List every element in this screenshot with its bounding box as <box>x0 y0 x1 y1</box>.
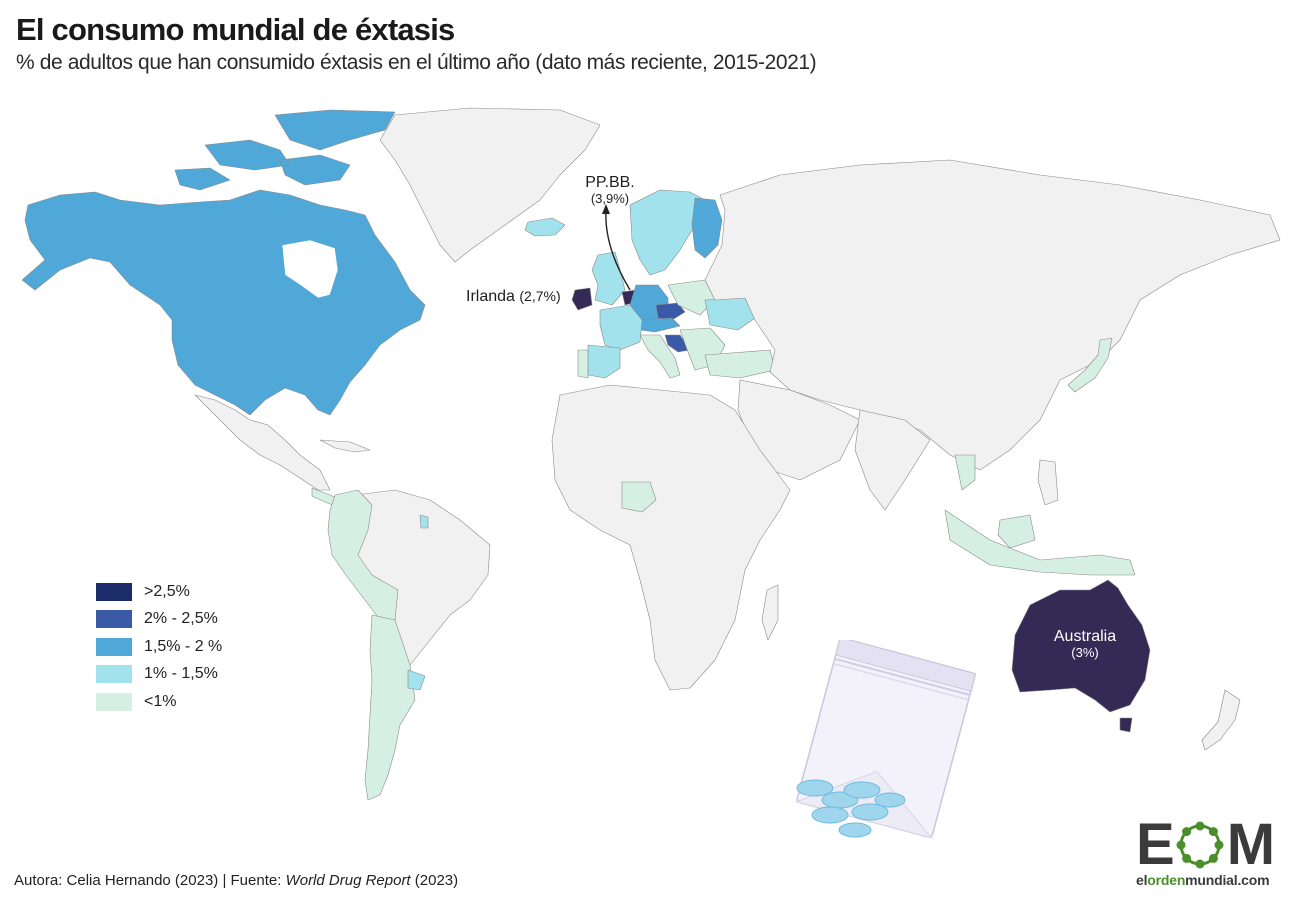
madagascar <box>761 584 779 641</box>
pill-bag-illustration <box>794 640 977 839</box>
thailand <box>954 454 976 491</box>
tasmania <box>1119 717 1133 733</box>
cuba <box>319 439 371 453</box>
austria <box>639 317 681 333</box>
uruguay <box>407 669 426 691</box>
legend-swatch <box>96 582 132 601</box>
canada-islands <box>174 109 396 191</box>
legend-item: >2,5% <box>96 578 222 606</box>
page-title: El consumo mundial de éxtasis <box>16 12 455 47</box>
legend-swatch <box>96 610 132 629</box>
india <box>854 409 931 511</box>
source-name: World Drug Report <box>285 872 411 889</box>
finland <box>691 197 723 259</box>
hudson-bay <box>281 239 339 299</box>
legend-swatch <box>96 692 132 711</box>
legend-swatch <box>96 637 132 656</box>
borneo <box>997 514 1036 549</box>
indonesia <box>944 509 1136 576</box>
north-america <box>21 189 426 416</box>
logo-url: elordenmundial.com <box>1136 872 1270 888</box>
annotation-netherlands: PP.BB. (3,9%) <box>585 174 635 206</box>
nigeria <box>621 481 657 513</box>
japan <box>1067 337 1113 393</box>
legend-item: 1,5% - 2 % <box>96 633 222 661</box>
annotation-australia: Australia (3%) <box>1053 628 1117 660</box>
italy <box>639 334 681 379</box>
pill-icon <box>796 779 906 838</box>
legend: >2,5% 2% - 2,5% 1,5% - 2 % 1% - 1,5% <1% <box>96 578 222 716</box>
norway-sweden <box>629 189 706 276</box>
arrow-head-icon <box>602 204 610 214</box>
croatia <box>664 334 691 353</box>
france <box>599 304 643 351</box>
footer-credits: Autora: Celia Hernando (2023) | Fuente: … <box>14 872 459 889</box>
page-subtitle: % de adultos que han consumido éxtasis e… <box>16 51 817 74</box>
new-zealand <box>1201 689 1241 751</box>
philippines <box>1037 459 1059 506</box>
ireland <box>571 287 593 311</box>
french-guiana <box>419 514 429 529</box>
uk <box>591 251 626 306</box>
portugal <box>577 349 589 379</box>
legend-item: <1% <box>96 688 222 716</box>
spain <box>587 344 621 379</box>
dot-ring-icon <box>1176 821 1224 869</box>
mexico <box>194 394 331 491</box>
australia <box>1011 579 1151 713</box>
annotation-arrow <box>605 211 631 291</box>
legend-item: 1% - 1,5% <box>96 661 222 689</box>
eom-logo: E M elordenmundial.com <box>1136 816 1286 892</box>
annotation-ireland: Irlanda (2,7%) <box>466 288 561 305</box>
iceland <box>524 217 566 237</box>
africa <box>551 384 791 691</box>
greenland <box>379 107 601 263</box>
legend-item: 2% - 2,5% <box>96 606 222 634</box>
legend-swatch <box>96 665 132 684</box>
russia-asia <box>704 159 1281 471</box>
turkey <box>704 349 776 379</box>
czechia <box>655 302 686 321</box>
